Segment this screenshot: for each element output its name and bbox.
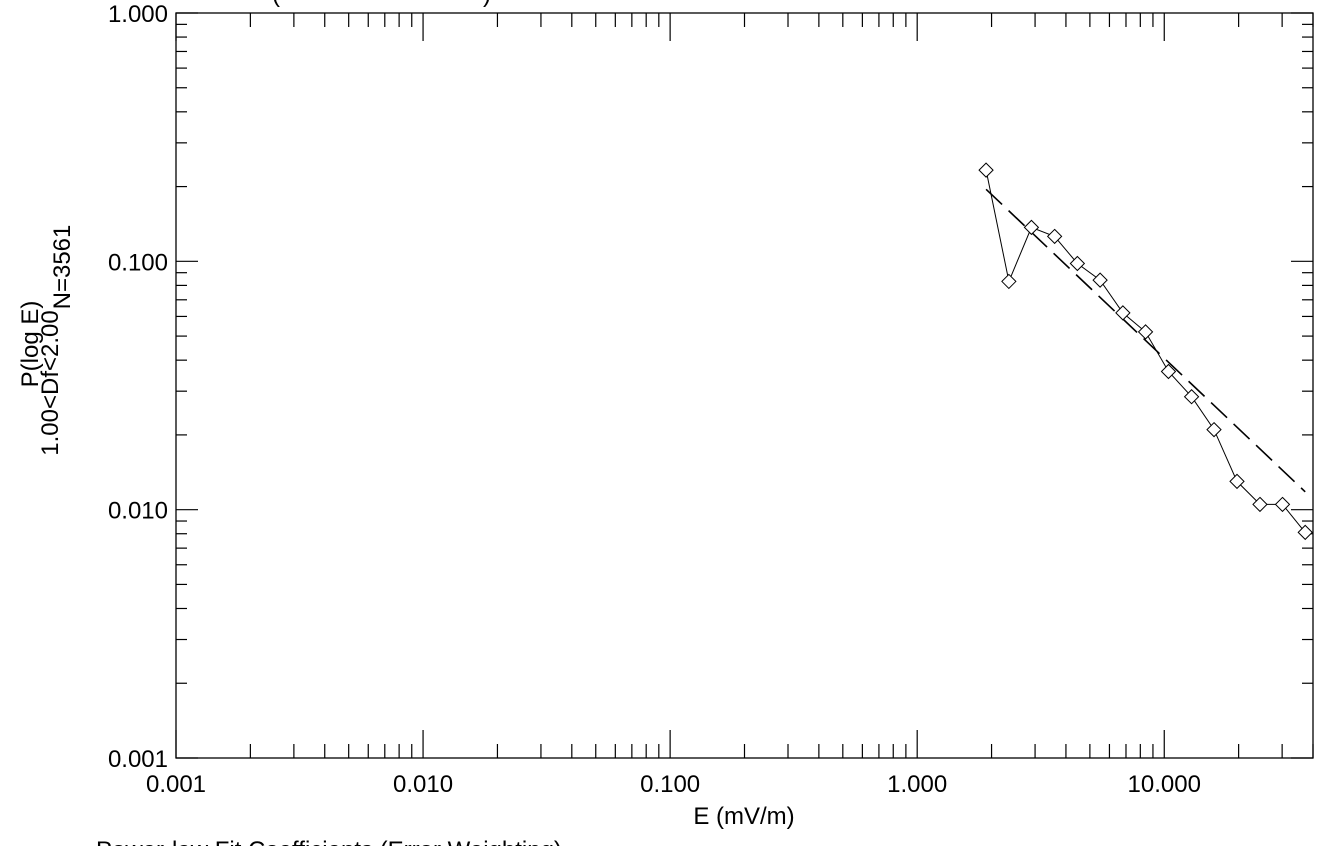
x-tick-label: 10.000 <box>1128 771 1201 798</box>
diamond-marker <box>1274 496 1291 513</box>
top-partial-text-open: ( <box>272 0 280 8</box>
axis-ticks <box>175 12 1314 759</box>
fit-line <box>985 188 1306 493</box>
x-tick-label: 0.001 <box>146 771 206 798</box>
y-axis-title-line2: P(log E) <box>17 301 44 388</box>
diamond-marker <box>1160 363 1177 380</box>
plot-frame <box>175 12 1314 759</box>
diamond-marker <box>1137 324 1154 340</box>
diamond-marker <box>1092 272 1108 288</box>
diamond-marker <box>1297 524 1313 541</box>
y-axis-title-line1: 1.00<Df<2.00 <box>37 310 64 455</box>
x-tick-label: 0.100 <box>640 771 700 798</box>
y-axis-sample-count: N=3561 <box>49 225 76 310</box>
diamond-marker <box>1046 228 1063 245</box>
top-partial-text-close: ) <box>483 0 491 8</box>
x-tick-label: 1.000 <box>887 771 947 798</box>
diamond-marker <box>1023 219 1040 236</box>
diamond-marker <box>1001 273 1017 290</box>
y-tick-label: 0.001 <box>108 746 168 773</box>
diamond-marker <box>1252 496 1268 513</box>
y-tick-label: 1.000 <box>108 1 168 28</box>
series-markers <box>978 162 1313 541</box>
y-tick-label: 0.010 <box>108 498 168 525</box>
bottom-partial-text: Power-law Fit Coefficients (Error Weight… <box>96 837 562 846</box>
y-tick-label: 0.100 <box>108 249 168 276</box>
diamond-marker <box>1206 421 1222 438</box>
plot-border <box>175 12 1314 759</box>
axis-tick-labels: 0.001 0.010 0.100 1.000 10.000 0.001 0.010 0.10… <box>108 1 1201 798</box>
diamond-marker <box>1229 473 1245 490</box>
x-axis-title: E (mV/m) <box>693 803 794 830</box>
diamond-marker <box>1115 305 1131 321</box>
diamond-marker <box>1069 255 1086 272</box>
diamond-marker <box>1183 389 1200 405</box>
diamond-marker <box>978 162 994 178</box>
x-tick-label: 0.010 <box>393 771 453 798</box>
